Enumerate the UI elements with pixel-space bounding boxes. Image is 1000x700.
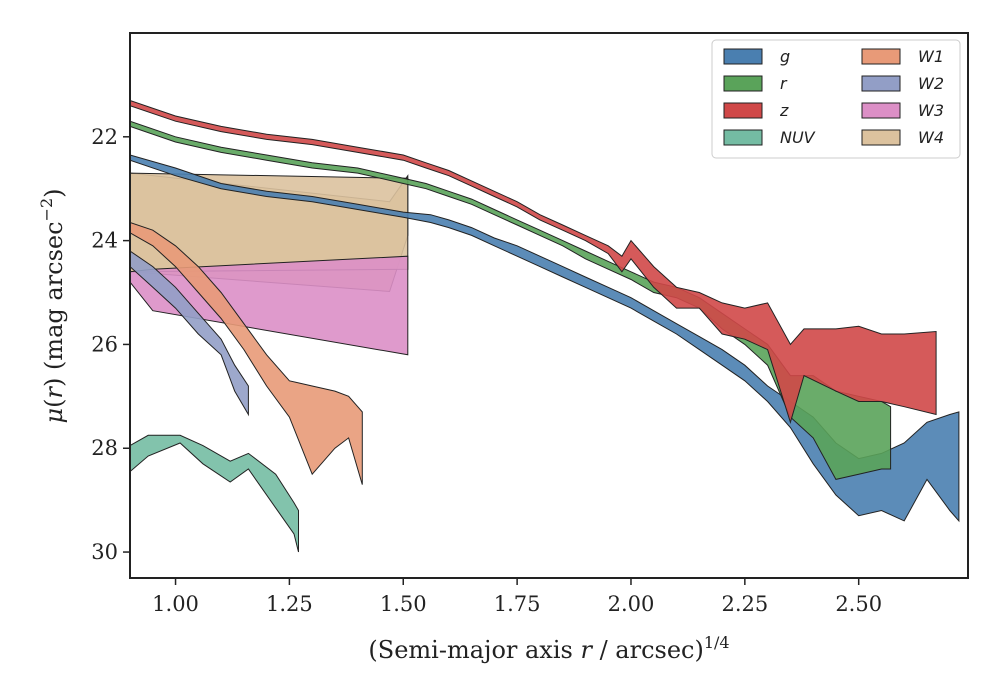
x-tick-label: 1.25	[266, 592, 313, 616]
band-r	[130, 120, 892, 480]
legend-swatch-w4	[861, 129, 901, 146]
y-tick-label: 30	[91, 540, 118, 564]
legend-label-nuv: NUV	[780, 128, 816, 147]
legend-swatch-w1	[861, 48, 901, 65]
legend-label-z: z	[779, 101, 789, 120]
legend-frame	[711, 39, 961, 159]
legend-swatch-z	[723, 102, 763, 119]
legend-swatch-w2	[861, 75, 901, 92]
x-tick-label: 2.50	[835, 592, 882, 616]
legend-label-g: g	[780, 47, 790, 66]
legend-label-w3: W3	[918, 101, 944, 120]
x-axis-label: (Semi-major axis r / arcsec)1/4	[368, 633, 729, 664]
x-tick-label: 1.75	[494, 592, 541, 616]
band-g	[130, 154, 960, 523]
legend-label-r: r	[780, 74, 788, 93]
y-axis-ticks: 22 24 26 28 30	[91, 125, 130, 564]
legend-swatch-w3	[861, 102, 901, 119]
x-axis-ticks: 1.00 1.25 1.50 1.75 2.00 2.25 2.50	[152, 578, 882, 616]
band-nuv	[130, 434, 299, 553]
legend: grz NUV W1 W2 W3 W4	[711, 39, 961, 159]
y-tick-label: 24	[91, 229, 118, 253]
x-tick-label: 2.25	[721, 592, 768, 616]
y-tick-label: 28	[91, 436, 118, 460]
legend-label-w2: W2	[918, 74, 944, 93]
y-tick-label: 26	[91, 332, 118, 356]
plot-frame	[129, 32, 969, 579]
legend-label-w1: W1	[918, 47, 944, 66]
legend-swatch-r	[723, 75, 763, 92]
legend-swatch-nuv	[723, 129, 763, 146]
y-axis-label: μ(r) (mag arcsec−2)	[37, 188, 68, 423]
band-z	[130, 99, 937, 425]
x-tick-label: 2.00	[608, 592, 655, 616]
data-bands	[130, 99, 960, 553]
band-w2	[130, 250, 249, 417]
legend-label-w4: W4	[918, 128, 944, 147]
y-tick-label: 22	[91, 125, 118, 149]
x-tick-label: 1.50	[380, 592, 427, 616]
legend-swatch-g	[723, 48, 763, 65]
band-w1	[130, 221, 363, 485]
x-tick-label: 1.00	[152, 592, 199, 616]
